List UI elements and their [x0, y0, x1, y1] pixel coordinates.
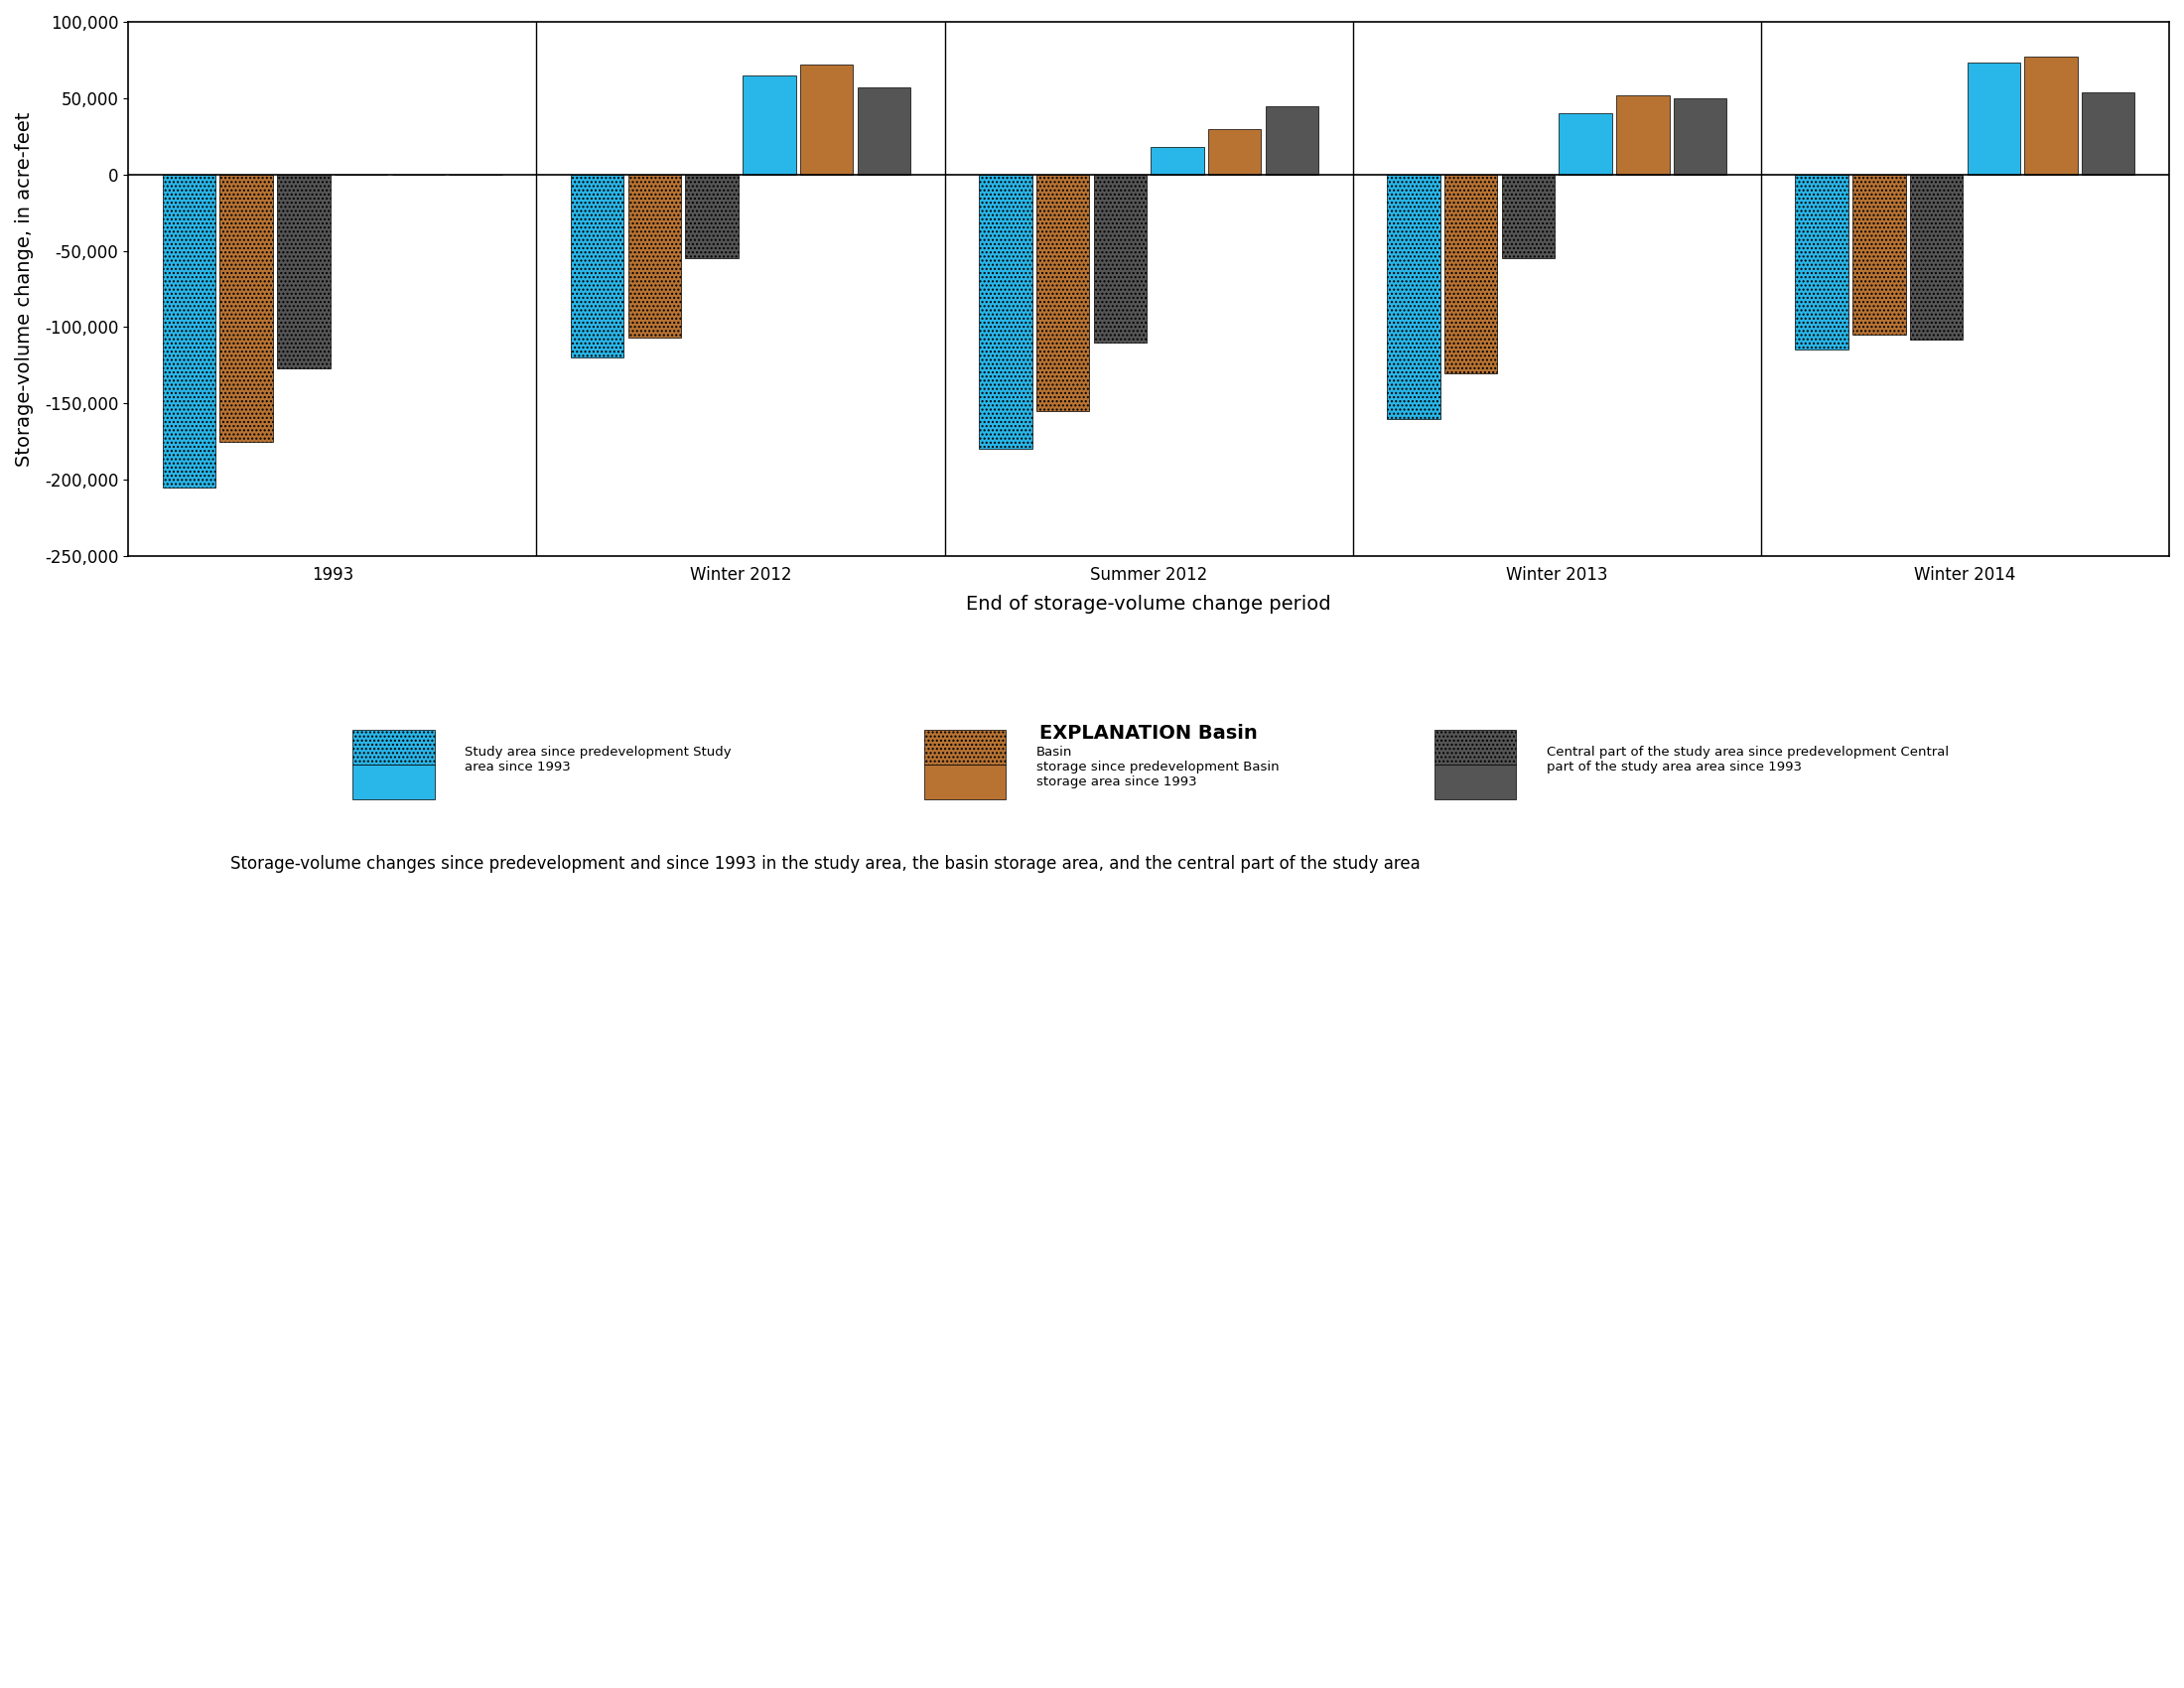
Bar: [743, 76, 795, 174]
Bar: [978, 174, 1033, 449]
Y-axis label: Storage-volume change, in acre-feet: Storage-volume change, in acre-feet: [15, 111, 33, 466]
Text: Basin
storage since predevelopment Basin
storage area since 1993: Basin storage since predevelopment Basin…: [1037, 746, 1280, 788]
Bar: [1387, 174, 1439, 419]
Bar: [1035, 174, 1090, 410]
Bar: [1852, 174, 1907, 334]
Bar: [686, 174, 738, 258]
FancyBboxPatch shape: [354, 729, 435, 765]
FancyBboxPatch shape: [354, 765, 435, 798]
FancyBboxPatch shape: [924, 765, 1007, 798]
Bar: [1208, 128, 1260, 174]
Bar: [1094, 174, 1147, 343]
Bar: [1265, 106, 1319, 174]
Text: Storage-volume changes since predevelopment and since 1993 in the study area, th: Storage-volume changes since predevelopm…: [229, 856, 1420, 873]
Bar: [1559, 113, 1612, 174]
Text: Study area since predevelopment Study
area since 1993: Study area since predevelopment Study ar…: [465, 746, 732, 773]
Text: Central part of the study area since predevelopment Central
part of the study ar: Central part of the study area since pre…: [1546, 746, 1948, 773]
Bar: [1968, 62, 2020, 174]
Bar: [1673, 98, 1728, 174]
Bar: [1909, 174, 1963, 339]
Bar: [1616, 95, 1669, 174]
Bar: [1444, 174, 1498, 373]
FancyBboxPatch shape: [1435, 729, 1516, 765]
Bar: [1503, 174, 1555, 258]
Bar: [1151, 147, 1203, 174]
Bar: [2081, 93, 2134, 174]
Bar: [858, 88, 911, 174]
Bar: [629, 174, 681, 338]
FancyBboxPatch shape: [924, 729, 1007, 765]
Bar: [221, 174, 273, 442]
Bar: [2025, 57, 2077, 174]
Text: EXPLANATION Basin: EXPLANATION Basin: [1040, 724, 1258, 743]
Bar: [799, 64, 854, 174]
Bar: [1795, 174, 1848, 349]
FancyBboxPatch shape: [1435, 765, 1516, 798]
Bar: [162, 174, 216, 488]
X-axis label: End of storage-volume change period: End of storage-volume change period: [965, 594, 1332, 613]
Bar: [570, 174, 625, 358]
Bar: [277, 174, 330, 368]
